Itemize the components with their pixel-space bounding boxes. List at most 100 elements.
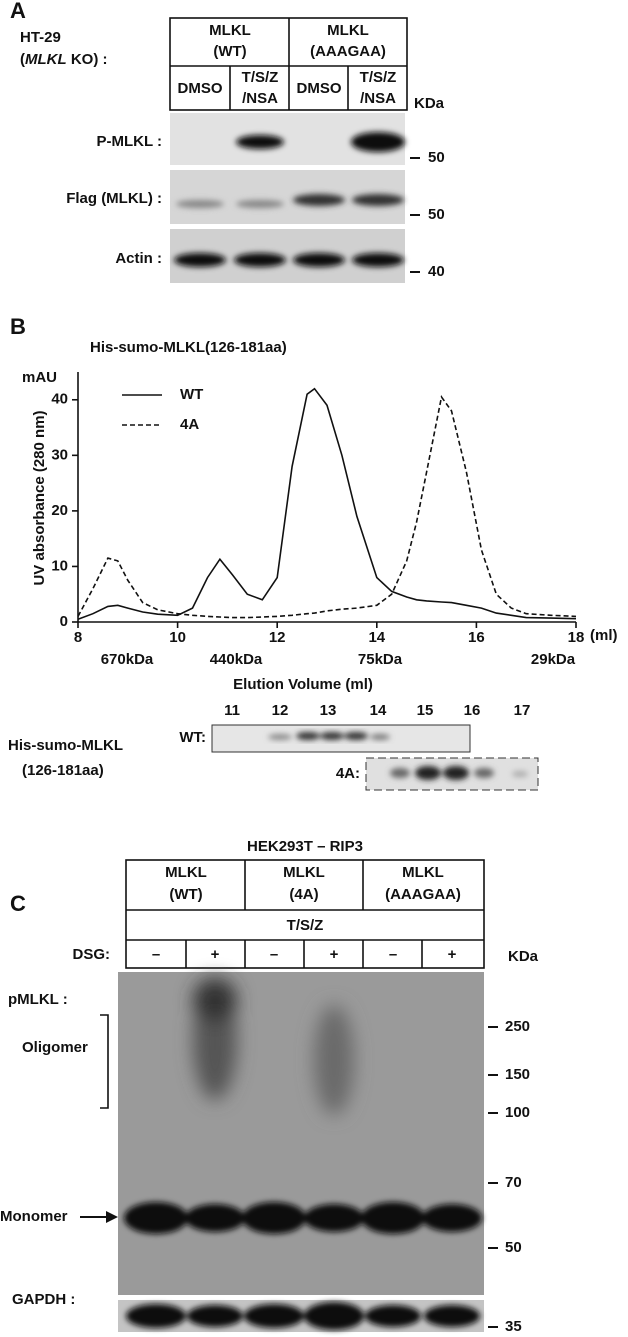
group: (WT) bbox=[213, 43, 246, 60]
fraction: 14 bbox=[370, 702, 387, 719]
group: MLKL bbox=[402, 864, 444, 881]
panel-title: HEK293T – RIP3 bbox=[247, 838, 363, 855]
band bbox=[361, 1202, 425, 1234]
y-tick-label: 20 bbox=[51, 502, 68, 519]
marker: 250 bbox=[505, 1018, 530, 1035]
fraction: 12 bbox=[272, 702, 289, 719]
band bbox=[174, 253, 226, 267]
protein-label: (126-181aa) bbox=[22, 762, 104, 779]
marker: 50 bbox=[428, 149, 445, 166]
marker: 70 bbox=[505, 1174, 522, 1191]
band bbox=[296, 732, 320, 740]
band bbox=[512, 771, 528, 777]
band bbox=[126, 1304, 186, 1328]
row-label: 4A: bbox=[336, 765, 360, 782]
band bbox=[352, 253, 404, 267]
panel-letter: C bbox=[10, 891, 26, 916]
y-tick-label: 40 bbox=[51, 391, 68, 408]
fraction: 17 bbox=[514, 702, 531, 719]
ko-open: ( bbox=[20, 51, 25, 68]
dsg-sign: – bbox=[270, 946, 278, 963]
ko-label: (MLKL KO) : bbox=[20, 51, 107, 68]
y-tick-label: 30 bbox=[51, 446, 68, 463]
group: MLKL bbox=[209, 22, 251, 39]
x-tick-label: 10 bbox=[169, 629, 186, 646]
dsg-sign: + bbox=[448, 946, 457, 963]
gel-title: Elution Volume (ml) bbox=[233, 676, 373, 693]
band bbox=[415, 766, 441, 780]
pmlkl-label: pMLKL : bbox=[8, 991, 68, 1008]
size-marker: 670kDa bbox=[101, 651, 154, 668]
group: (WT) bbox=[169, 886, 202, 903]
y-axis-label: UV absorbance (280 nm) bbox=[31, 410, 48, 585]
ko-close: KO) : bbox=[67, 51, 108, 68]
fraction: 15 bbox=[417, 702, 434, 719]
dsg-label: DSG: bbox=[73, 946, 111, 963]
protein-label: His-sumo-MLKL bbox=[8, 737, 123, 754]
monomer-bands bbox=[124, 1202, 482, 1234]
monomer-label: Monomer bbox=[0, 1208, 68, 1225]
row-label: Actin : bbox=[115, 250, 162, 267]
marker: 50 bbox=[505, 1239, 522, 1256]
marker: 150 bbox=[505, 1066, 530, 1083]
band bbox=[422, 1204, 482, 1232]
arrow-head bbox=[106, 1211, 118, 1223]
y-tick-label: 10 bbox=[51, 557, 68, 574]
band bbox=[242, 1202, 306, 1234]
band bbox=[244, 1304, 304, 1328]
fraction: 16 bbox=[464, 702, 481, 719]
x-unit: (ml) bbox=[590, 627, 618, 644]
band bbox=[352, 194, 404, 206]
gel-bands bbox=[268, 732, 390, 740]
row-label: Flag (MLKL) : bbox=[66, 190, 162, 207]
panel-a: A HT-29 (MLKL KO) : MLKL (WT) MLKL (AAAG… bbox=[10, 0, 445, 283]
dsg-sign: – bbox=[389, 946, 397, 963]
smears bbox=[193, 978, 354, 1115]
band bbox=[268, 734, 292, 740]
y-unit: mAU bbox=[22, 369, 57, 386]
unit: KDa bbox=[508, 948, 539, 965]
x-tick-label: 14 bbox=[368, 629, 385, 646]
smear bbox=[193, 978, 237, 1022]
band bbox=[304, 1204, 364, 1232]
band bbox=[424, 1305, 480, 1327]
treatment: T/S/Z bbox=[287, 917, 324, 934]
panel-b-gel: Elution Volume (ml) 11 12 13 14 15 16 17… bbox=[8, 676, 539, 791]
treatment: DMSO bbox=[297, 80, 342, 97]
header-box bbox=[125, 859, 485, 969]
treatment: T/S/Z bbox=[242, 69, 279, 86]
x-tick-label: 8 bbox=[74, 629, 82, 646]
oligomer-label: Oligomer bbox=[22, 1039, 88, 1056]
bracket bbox=[100, 1014, 109, 1109]
fraction: 11 bbox=[224, 702, 240, 719]
fraction: 13 bbox=[320, 702, 337, 719]
x-tick-label: 16 bbox=[468, 629, 485, 646]
size-marker: 440kDa bbox=[210, 651, 263, 668]
size-marker: 75kDa bbox=[358, 651, 403, 668]
y-tick-label: 0 bbox=[60, 613, 68, 630]
band bbox=[365, 1305, 421, 1327]
panel-letter: B bbox=[10, 314, 26, 339]
marker: 50 bbox=[428, 206, 445, 223]
band bbox=[370, 734, 390, 740]
series-line bbox=[77, 395, 577, 619]
gapdh-bands bbox=[126, 1302, 480, 1330]
band bbox=[124, 1202, 188, 1234]
band bbox=[293, 194, 345, 206]
marker: 100 bbox=[505, 1104, 530, 1121]
row-label: WT: bbox=[179, 729, 206, 746]
treatment: T/S/Z bbox=[360, 69, 397, 86]
dsg-sign: + bbox=[211, 946, 220, 963]
marker: 35 bbox=[505, 1318, 522, 1335]
band bbox=[234, 253, 286, 267]
x-tick-label: 18 bbox=[568, 629, 585, 646]
panel-b-chart: B His-sumo-MLKL(126-181aa) mAU UV absorb… bbox=[10, 314, 618, 668]
series-line bbox=[77, 387, 577, 620]
treatment: DMSO bbox=[178, 80, 223, 97]
band bbox=[185, 1204, 245, 1232]
legend-label: 4A bbox=[180, 416, 199, 433]
band bbox=[236, 200, 284, 208]
size-marker: 29kDa bbox=[531, 651, 576, 668]
panel-letter: A bbox=[10, 0, 26, 23]
